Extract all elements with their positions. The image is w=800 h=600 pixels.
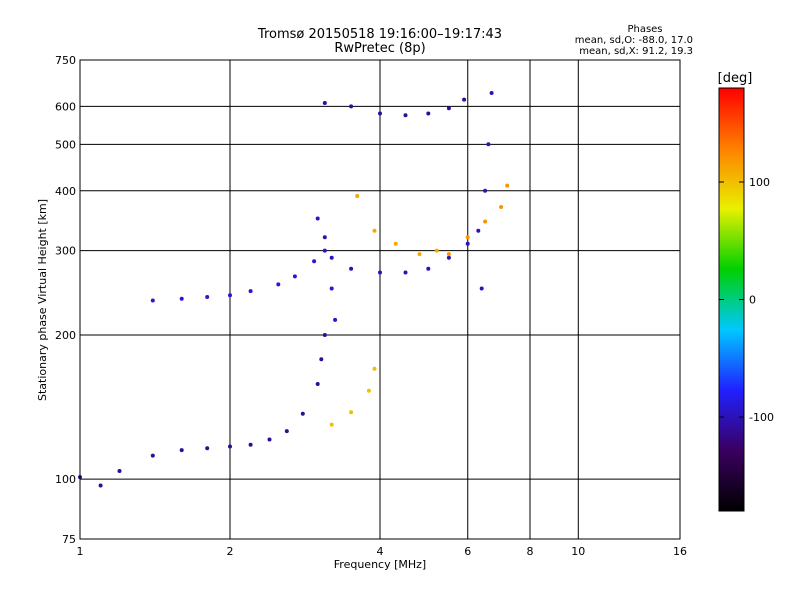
data-point (372, 366, 377, 371)
stats-line-o: mean, sd,O: -88.0, 17.0 (575, 35, 693, 46)
data-point (117, 469, 122, 473)
colorbar-tick-label: 0 (749, 294, 756, 307)
y-tick-label: 400 (55, 185, 76, 198)
y-tick-label: 500 (55, 138, 76, 151)
data-point (179, 296, 184, 301)
data-point (228, 444, 232, 449)
y-tick-labels: 75 100 200 300 400 500 600 750 (55, 54, 76, 546)
data-point (378, 111, 382, 116)
data-point (179, 448, 184, 453)
data-point (426, 266, 431, 271)
data-point (489, 91, 494, 95)
data-point (329, 422, 334, 427)
x-tick-label: 1 (77, 545, 84, 558)
data-point (483, 188, 488, 193)
data-point (403, 113, 408, 118)
data-point (228, 293, 232, 298)
data-point (403, 270, 408, 275)
x-tick-label: 2 (227, 545, 234, 558)
data-point (315, 382, 320, 386)
colorbar-ticks: 100 0 -100 (719, 176, 774, 424)
data-point (372, 228, 377, 233)
data-point (248, 289, 253, 294)
stats-heading: Phases (627, 24, 662, 35)
x-tick-label: 16 (673, 545, 687, 558)
data-point (505, 183, 510, 188)
colorbar-tick-label: -100 (749, 411, 774, 424)
x-tick-label: 8 (527, 545, 534, 558)
colorbar-tick-label: 100 (749, 176, 770, 189)
y-axis-label: Stationary phase Virtual Height [km] (36, 199, 49, 401)
data-point (150, 453, 155, 458)
data-point (205, 295, 210, 299)
data-point (355, 194, 360, 198)
y-tick-label: 300 (55, 245, 76, 258)
data-point (417, 252, 422, 257)
data-point (378, 270, 382, 275)
data-point (300, 411, 305, 416)
data-point (479, 286, 484, 291)
data-point (329, 255, 334, 260)
data-point (98, 483, 103, 488)
x-tick-label: 10 (571, 545, 585, 558)
y-tick-label: 75 (62, 533, 76, 546)
y-tick-label: 600 (55, 100, 76, 113)
data-point (446, 252, 451, 257)
x-tick-label: 4 (377, 545, 384, 558)
data-point (465, 241, 470, 246)
data-point (322, 101, 327, 105)
data-point (333, 317, 338, 322)
data-point (150, 298, 155, 303)
data-point (349, 410, 354, 415)
x-axis-label: Frequency [MHz] (334, 558, 426, 571)
data-point (393, 241, 398, 246)
data-point (349, 104, 354, 109)
data-point (426, 111, 431, 116)
data-points (78, 91, 510, 488)
data-point (276, 282, 281, 287)
data-point (349, 266, 354, 271)
data-point (446, 255, 451, 260)
data-point (476, 228, 481, 233)
data-point (284, 429, 289, 434)
data-point (315, 216, 320, 221)
data-point (462, 97, 467, 102)
data-point (205, 446, 210, 451)
data-point (486, 142, 491, 147)
data-point (366, 388, 371, 393)
data-point (483, 219, 488, 224)
plot-frame (79, 59, 681, 540)
data-point (499, 205, 504, 209)
data-point (322, 333, 327, 337)
x-tick-labels: 1 2 4 6 8 10 16 (77, 545, 688, 558)
data-point (322, 248, 327, 253)
data-point (319, 357, 324, 362)
data-point (329, 286, 334, 291)
data-point (248, 442, 253, 447)
data-point (312, 259, 317, 264)
data-point (292, 274, 297, 279)
colorbar-label: [deg] (718, 71, 753, 86)
data-point (465, 235, 470, 240)
plot-grid (80, 60, 680, 539)
y-tick-label: 100 (55, 473, 76, 486)
data-point (434, 248, 439, 253)
x-tick-label: 6 (464, 545, 471, 558)
y-tick-label: 750 (55, 54, 76, 67)
data-point (446, 106, 451, 111)
data-point (322, 235, 327, 240)
y-tick-label: 200 (55, 329, 76, 342)
data-point (267, 437, 272, 442)
stats-line-x: mean, sd,X: 91.2, 19.3 (579, 46, 693, 57)
chart-subtitle: RwPretec (8p) (334, 41, 425, 56)
chart-title: Tromsø 20150518 19:16:00–19:17:43 (257, 27, 502, 42)
